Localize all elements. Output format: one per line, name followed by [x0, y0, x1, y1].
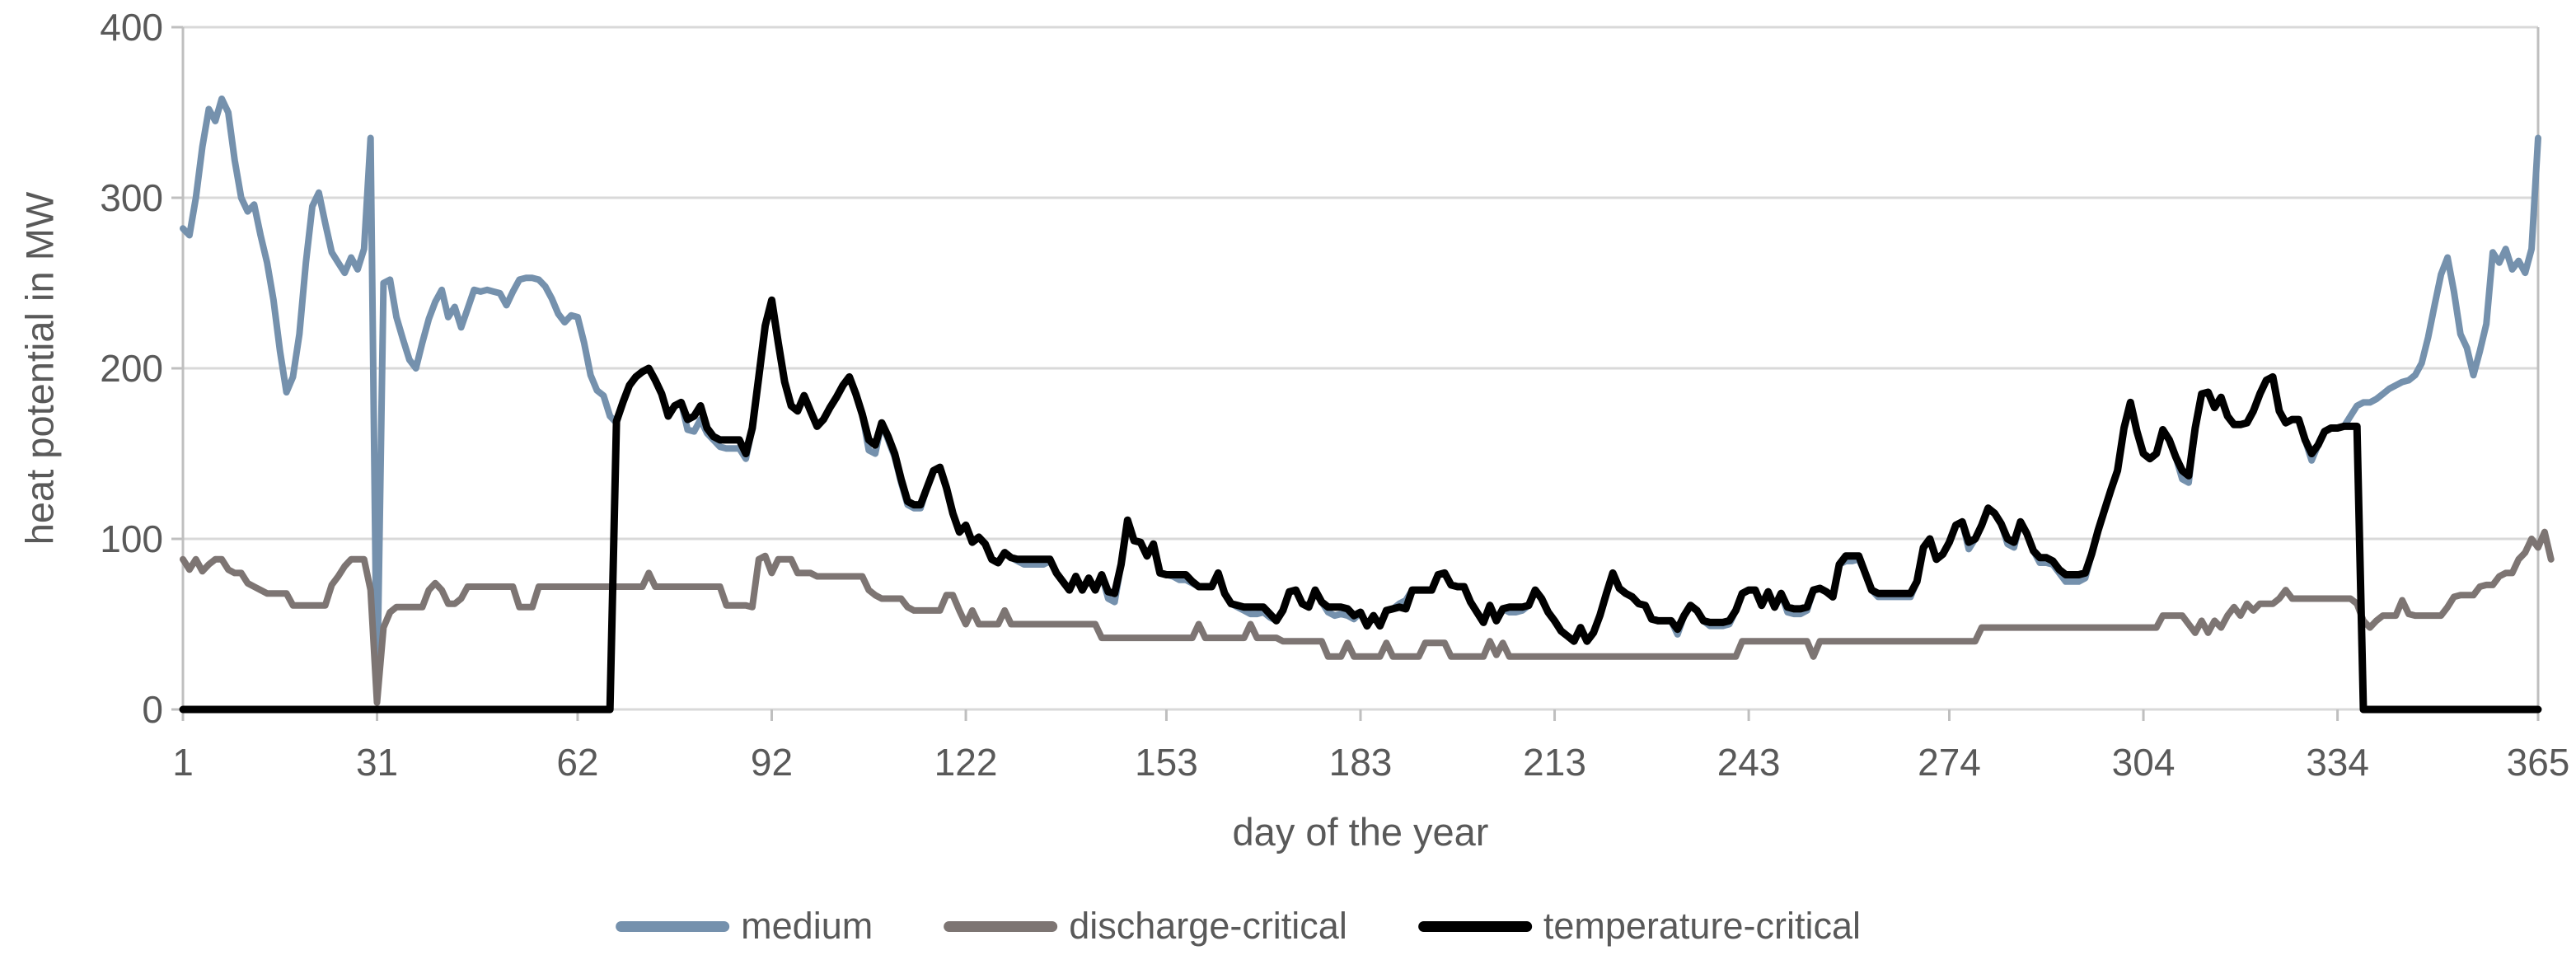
x-tick-label: 122 — [934, 741, 998, 784]
legend: medium discharge-critical temperature-cr… — [616, 905, 1861, 948]
temperature-critical-series-line — [179, 296, 2542, 714]
x-tick-label: 1 — [172, 741, 194, 784]
x-tick-label: 62 — [556, 741, 599, 784]
temperature-critical-line-swatch-icon — [1417, 920, 1532, 932]
legend-item-medium: medium — [616, 905, 873, 948]
y-tick-label: 100 — [100, 517, 163, 560]
x-tick-label: 274 — [1918, 741, 1981, 784]
x-tick-label: 365 — [2506, 741, 2570, 784]
y-tick-label: 300 — [100, 176, 163, 219]
y-axis-title: heat potential in MW — [17, 191, 62, 545]
y-tick-label: 0 — [142, 688, 163, 731]
x-tick-label: 31 — [355, 741, 399, 784]
x-tick-label: 213 — [1523, 741, 1586, 784]
x-axis-title: day of the year — [1232, 810, 1489, 854]
legend-item-discharge-critical: discharge-critical — [944, 905, 1347, 948]
x-tick-label: 304 — [2111, 741, 2176, 784]
legend-label-medium: medium — [741, 905, 873, 947]
x-tick-label: 183 — [1328, 741, 1393, 784]
x-tick-label: 92 — [750, 741, 794, 784]
discharge-critical-line-swatch-icon — [944, 920, 1058, 932]
medium-series-line — [180, 95, 2541, 700]
y-tick-label: 400 — [100, 6, 163, 49]
discharge-critical-series-line — [180, 528, 2555, 706]
legend-item-temperature-critical: temperature-critical — [1417, 905, 1861, 948]
legend-label-discharge-critical: discharge-critical — [1069, 905, 1347, 947]
x-tick-label: 243 — [1717, 741, 1781, 784]
legend-label-temperature-critical: temperature-critical — [1543, 905, 1861, 947]
x-tick-label: 153 — [1135, 741, 1198, 784]
x-tick-label: 334 — [2306, 741, 2369, 784]
y-tick-label: 200 — [100, 347, 163, 390]
medium-line-swatch-icon — [616, 920, 730, 932]
